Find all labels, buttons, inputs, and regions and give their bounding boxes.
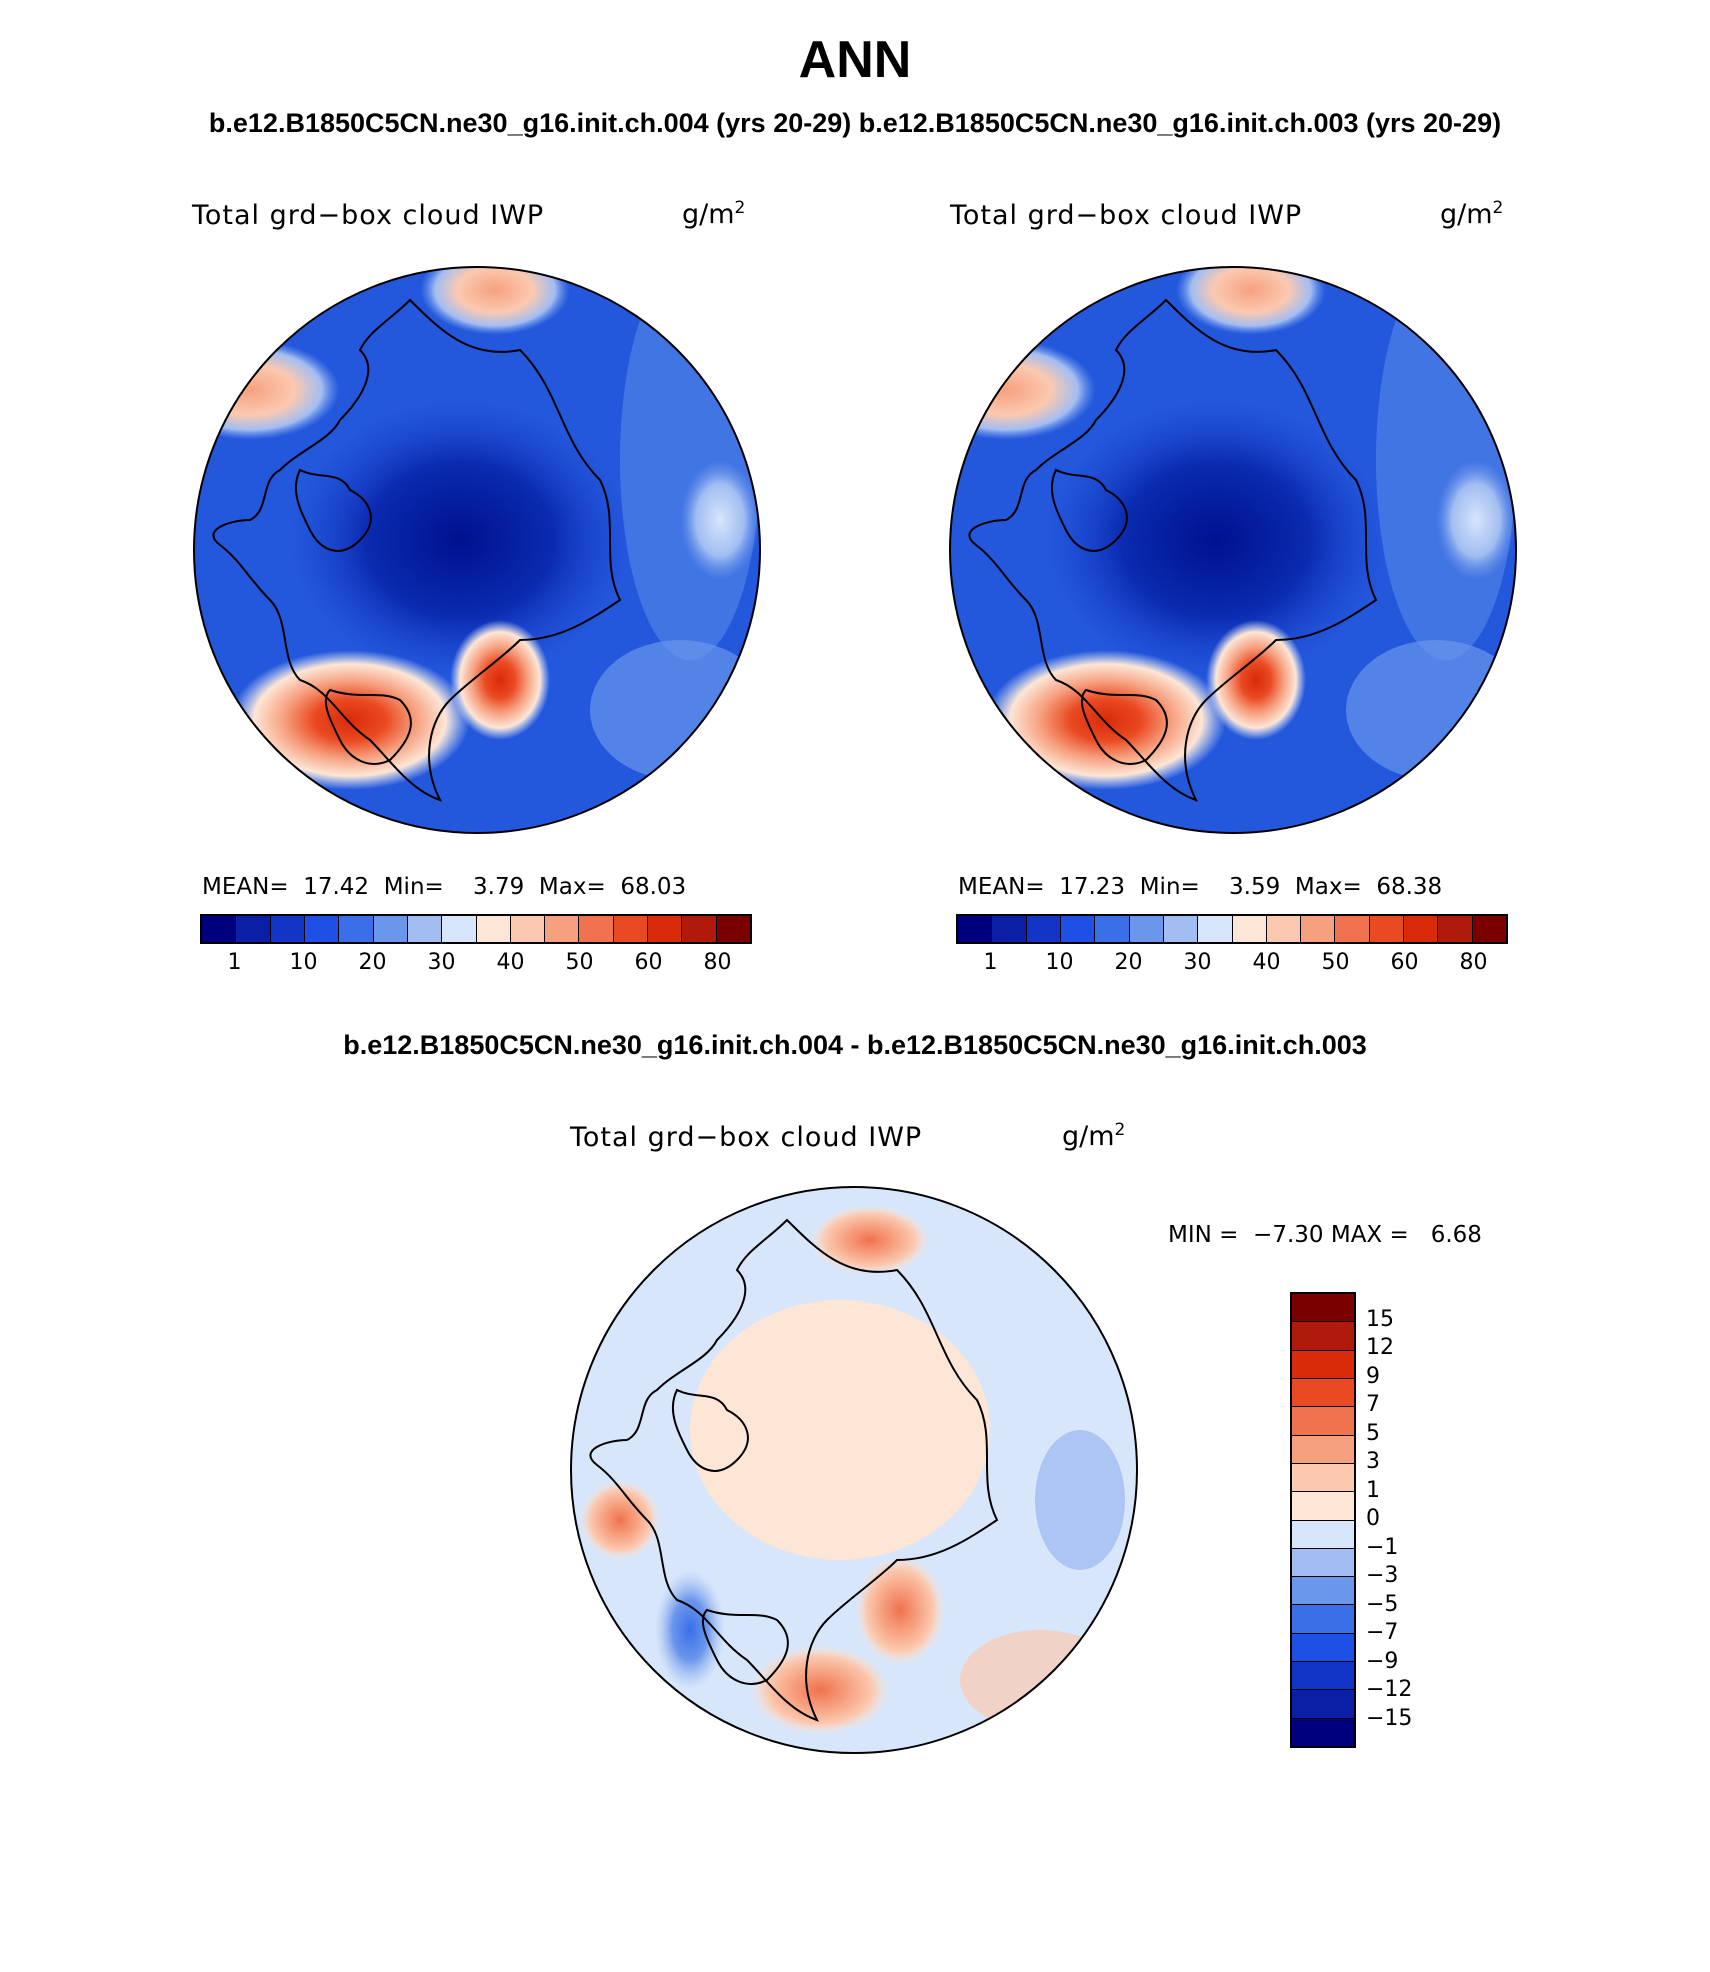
difference-title: b.e12.B1850C5CN.ne30_g16.init.ch.004 - b… (343, 1030, 1367, 1060)
colorbar-swatch (579, 916, 614, 942)
map-background (950, 267, 1516, 833)
colorbar-boxes (956, 914, 1508, 944)
panel3-stats: MIN = −7.30 MAX = 6.68 (1168, 1222, 1482, 1248)
colorbar-tick-label: 80 (1459, 950, 1488, 975)
colorbar-tick-label: −5 (1366, 1591, 1399, 1617)
colorbar-tick-label: 50 (565, 950, 594, 975)
colorbar-swatch (373, 916, 408, 942)
colorbar-swatch (1292, 1322, 1354, 1351)
colorbar-swatch (1292, 1407, 1354, 1436)
colorbar-tick-label: −9 (1366, 1648, 1399, 1674)
colorbar-tick-label: 60 (634, 950, 663, 975)
colorbar-swatch (992, 916, 1027, 942)
colorbar-swatch (1026, 916, 1061, 942)
colorbar-tick-label: −12 (1366, 1677, 1413, 1702)
colorbar-swatch (682, 916, 717, 942)
colorbar-tick-label: 50 (1321, 950, 1350, 975)
panel1-units: g/m2 (682, 198, 746, 230)
map-background (194, 267, 760, 833)
colorbar-tick-label: −1 (1366, 1534, 1399, 1560)
panel2-units: g/m2 (1440, 198, 1504, 230)
colorbar-swatch (202, 916, 237, 942)
colorbar-tick-label: 20 (358, 950, 387, 975)
case-titles: b.e12.B1850C5CN.ne30_g16.init.ch.004 (yr… (208, 108, 1502, 138)
colorbar-tick-label: 3 (1366, 1449, 1380, 1474)
colorbar-swatch (1266, 916, 1302, 942)
panel3-units: g/m2 (1062, 1120, 1126, 1152)
colorbar-swatch (270, 916, 305, 942)
colorbar-tick-label: −15 (1366, 1705, 1413, 1731)
colorbar-swatch (1292, 1548, 1354, 1578)
colorbar-tick-label: 1 (1366, 1477, 1380, 1503)
panel1-stats: MEAN= 17.42 Min= 3.79 Max= 68.03 (202, 874, 687, 900)
colorbar-swatch (1292, 1718, 1354, 1746)
colorbar-swatch (407, 916, 443, 942)
colorbar-swatch (1060, 916, 1096, 942)
colorbar-swatch (1163, 916, 1199, 942)
colorbar-tick-label: 7 (1366, 1392, 1380, 1417)
colorbar-tick-label: −3 (1366, 1563, 1399, 1588)
colorbar-tick-label: 10 (1045, 950, 1074, 975)
colorbar-tick-label: −7 (1366, 1620, 1399, 1645)
colorbar-tick-label: 40 (1252, 950, 1281, 975)
colorbar-tick-label: 40 (496, 950, 525, 975)
colorbar-tick-label: 12 (1366, 1335, 1394, 1360)
colorbar-swatch (1292, 1633, 1354, 1663)
colorbar-boxes (1290, 1292, 1356, 1748)
colorbar-swatch (1292, 1605, 1354, 1634)
colorbar-swatch (613, 916, 649, 942)
colorbar-swatch (1335, 916, 1370, 942)
colorbar-swatch (1095, 916, 1130, 942)
colorbar-swatch (1232, 916, 1267, 942)
colorbar-swatch (476, 916, 511, 942)
colorbar-tick-label: 30 (1183, 950, 1212, 975)
colorbar-swatch (442, 916, 477, 942)
colorbar-swatch (1292, 1520, 1354, 1549)
colorbar-swatch (1292, 1690, 1354, 1719)
colorbar-tick-label: 1 (227, 950, 242, 975)
colorbar-swatch (1292, 1378, 1354, 1408)
colorbar-swatch (958, 916, 993, 942)
panel1-variable: Total grd−box cloud IWP (192, 200, 545, 231)
colorbar-swatch (648, 916, 683, 942)
colorbar-swatch (1292, 1662, 1354, 1691)
panel3-variable: Total grd−box cloud IWP (570, 1122, 923, 1153)
colorbar-swatch (1404, 916, 1439, 942)
colorbar-swatch (1292, 1463, 1354, 1493)
colorbar-swatch (1292, 1577, 1354, 1606)
panel2-stats: MEAN= 17.23 Min= 3.59 Max= 68.38 (958, 874, 1443, 900)
colorbar-tick-label: 15 (1366, 1306, 1394, 1332)
figure-title: ANN (798, 31, 912, 89)
panel2-variable: Total grd−box cloud IWP (950, 200, 1303, 231)
colorbar-boxes (200, 914, 752, 944)
colorbar-swatch (1369, 916, 1405, 942)
colorbar-swatch (1129, 916, 1164, 942)
colorbar-swatch (1292, 1350, 1354, 1379)
colorbar-tick-label: 10 (289, 950, 318, 975)
colorbar-tick-label: 0 (1366, 1506, 1380, 1531)
colorbar-swatch (1292, 1435, 1354, 1464)
colorbar-swatch (304, 916, 340, 942)
colorbar-swatch (1198, 916, 1233, 942)
colorbar-tick-label: 60 (1390, 950, 1419, 975)
colorbar-swatch (1301, 916, 1336, 942)
colorbar-tick-label: 80 (703, 950, 732, 975)
colorbar-tick-label: 20 (1114, 950, 1143, 975)
colorbar-tick-label: 1 (983, 950, 998, 975)
colorbar-swatch (339, 916, 374, 942)
colorbar-swatch (716, 916, 750, 942)
colorbar-tick-label: 9 (1366, 1363, 1380, 1389)
colorbar-tick-label: 5 (1366, 1420, 1380, 1446)
colorbar-tick-label: 30 (427, 950, 456, 975)
colorbar-swatch (1292, 1294, 1354, 1323)
colorbar-swatch (1292, 1492, 1354, 1521)
colorbar-swatch (510, 916, 546, 942)
colorbar-swatch (545, 916, 580, 942)
colorbar-swatch (236, 916, 271, 942)
colorbar-swatch (1472, 916, 1506, 942)
colorbar-swatch (1438, 916, 1473, 942)
